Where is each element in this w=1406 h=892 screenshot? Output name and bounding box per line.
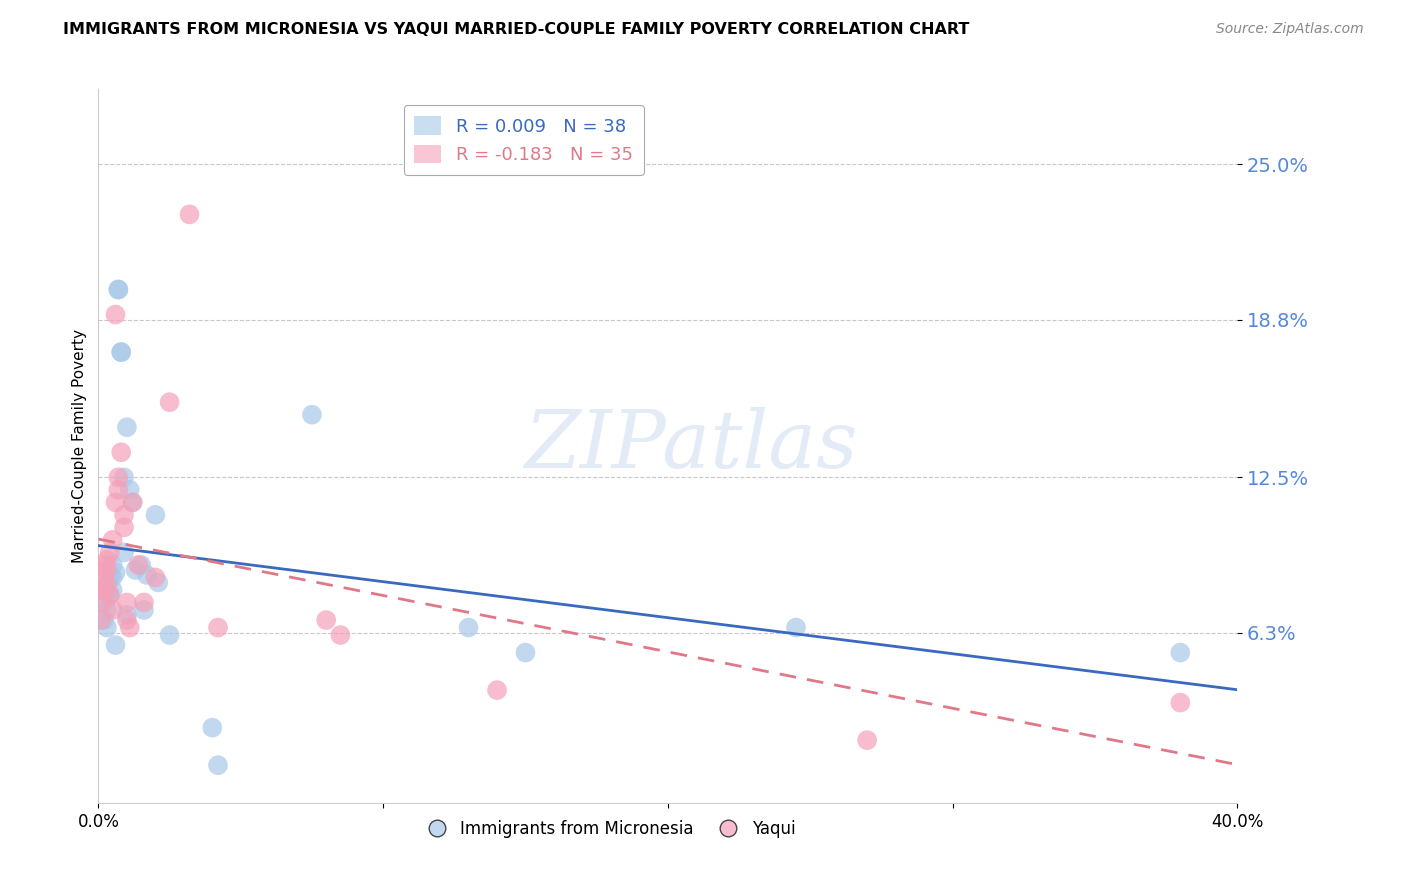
Point xyxy=(159,628,181,642)
Point xyxy=(127,558,149,572)
Point xyxy=(301,408,323,422)
Point xyxy=(207,758,229,772)
Point xyxy=(515,646,537,660)
Text: ZIPatlas: ZIPatlas xyxy=(524,408,858,484)
Point xyxy=(486,683,509,698)
Point xyxy=(104,566,127,580)
Point xyxy=(112,545,135,559)
Point xyxy=(93,558,115,572)
Point xyxy=(118,621,141,635)
Point xyxy=(101,603,124,617)
Point xyxy=(96,553,118,567)
Point xyxy=(115,420,138,434)
Point xyxy=(101,558,124,572)
Point xyxy=(107,283,129,297)
Point xyxy=(104,495,127,509)
Legend: Immigrants from Micronesia, Yaqui: Immigrants from Micronesia, Yaqui xyxy=(420,814,801,845)
Point xyxy=(93,595,115,609)
Point xyxy=(101,582,124,597)
Point xyxy=(115,613,138,627)
Point xyxy=(121,495,143,509)
Point xyxy=(135,568,157,582)
Point xyxy=(96,621,118,635)
Point xyxy=(101,570,124,584)
Point xyxy=(98,588,121,602)
Point xyxy=(115,595,138,609)
Point xyxy=(96,585,118,599)
Point xyxy=(148,575,170,590)
Point xyxy=(96,563,118,577)
Point xyxy=(179,207,201,221)
Point xyxy=(98,545,121,559)
Point xyxy=(93,570,115,584)
Point xyxy=(145,508,167,522)
Point xyxy=(118,483,141,497)
Point xyxy=(132,595,155,609)
Point xyxy=(107,283,129,297)
Point xyxy=(207,621,229,635)
Point xyxy=(1170,646,1192,660)
Text: IMMIGRANTS FROM MICRONESIA VS YAQUI MARRIED-COUPLE FAMILY POVERTY CORRELATION CH: IMMIGRANTS FROM MICRONESIA VS YAQUI MARR… xyxy=(63,22,970,37)
Point xyxy=(104,308,127,322)
Point xyxy=(112,520,135,534)
Point xyxy=(329,628,352,642)
Point xyxy=(101,533,124,547)
Point xyxy=(201,721,224,735)
Point xyxy=(115,607,138,622)
Point xyxy=(90,613,112,627)
Point xyxy=(110,445,132,459)
Point xyxy=(107,483,129,497)
Y-axis label: Married-Couple Family Poverty: Married-Couple Family Poverty xyxy=(72,329,87,563)
Point xyxy=(98,588,121,602)
Text: Source: ZipAtlas.com: Source: ZipAtlas.com xyxy=(1216,22,1364,37)
Point xyxy=(90,595,112,609)
Point xyxy=(856,733,879,747)
Point xyxy=(93,582,115,597)
Point xyxy=(93,613,115,627)
Point xyxy=(107,470,129,484)
Point xyxy=(159,395,181,409)
Point xyxy=(93,582,115,597)
Point xyxy=(110,345,132,359)
Point xyxy=(457,621,479,635)
Point xyxy=(104,638,127,652)
Point xyxy=(129,558,152,572)
Point xyxy=(96,578,118,592)
Point xyxy=(112,470,135,484)
Point xyxy=(1170,696,1192,710)
Point xyxy=(132,603,155,617)
Point xyxy=(112,508,135,522)
Point xyxy=(110,345,132,359)
Point xyxy=(90,582,112,597)
Point xyxy=(98,570,121,584)
Point xyxy=(96,603,118,617)
Point xyxy=(785,621,807,635)
Point xyxy=(124,563,146,577)
Point xyxy=(121,495,143,509)
Point xyxy=(145,570,167,584)
Point xyxy=(315,613,337,627)
Point xyxy=(96,575,118,590)
